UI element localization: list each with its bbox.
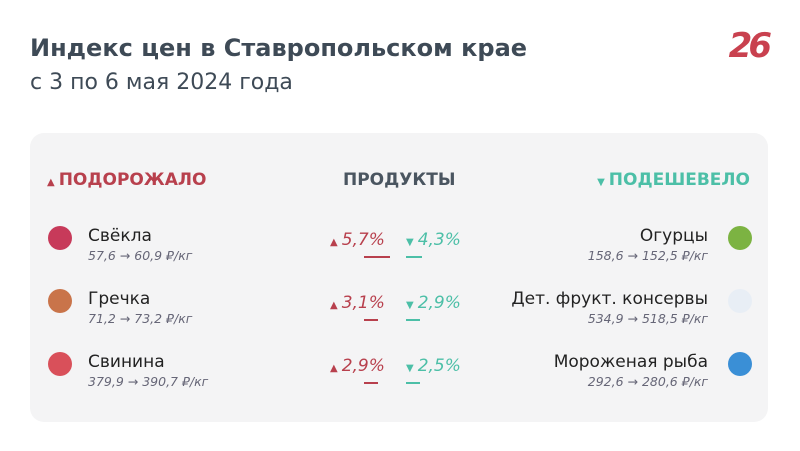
change-down: ▼ 2,5% bbox=[406, 356, 461, 376]
arrow: ▼ bbox=[406, 363, 414, 374]
change-down: ▼ 2,9% bbox=[406, 293, 461, 313]
header-up: ▲ ПОДОРОЖАЛО bbox=[47, 170, 207, 190]
panel bbox=[30, 133, 768, 422]
value: 2,5% bbox=[417, 356, 461, 376]
header-down: ▼ ПОДЕШЕВЕЛО bbox=[597, 170, 750, 190]
change-up: ▲ 5,7% bbox=[330, 230, 385, 250]
subtitle: с 3 по 6 мая 2024 года bbox=[30, 70, 293, 95]
arrow: ▲ bbox=[330, 237, 338, 248]
change-down: ▼ 4,3% bbox=[406, 230, 461, 250]
logo: 26 bbox=[728, 26, 772, 66]
underline bbox=[406, 319, 420, 321]
underline bbox=[364, 382, 378, 384]
underline bbox=[406, 382, 420, 384]
product-name: Огурцы bbox=[639, 226, 708, 246]
value: 2,9% bbox=[341, 356, 385, 376]
prices: 534,9 → 518,5 ₽/кг bbox=[587, 311, 708, 326]
product-name: Дет. фрукт. консервы bbox=[511, 289, 708, 309]
arrow: ▼ bbox=[406, 237, 414, 248]
header-products: ПРОДУКТЫ bbox=[343, 170, 456, 190]
value: 4,3% bbox=[417, 230, 461, 250]
icon bbox=[728, 352, 752, 376]
value: 3,1% bbox=[341, 293, 385, 313]
prices: 292,6 → 280,6 ₽/кг bbox=[587, 374, 708, 389]
product-name: Свинина bbox=[88, 352, 165, 372]
prices: 57,6 → 60,9 ₽/кг bbox=[88, 248, 193, 263]
value: 5,7% bbox=[341, 230, 385, 250]
change-up: ▲ 3,1% bbox=[330, 293, 385, 313]
icon bbox=[48, 289, 72, 313]
icon bbox=[48, 226, 72, 250]
product-name: Мороженая рыба bbox=[553, 352, 708, 372]
change-up: ▲ 2,9% bbox=[330, 356, 385, 376]
underline bbox=[406, 256, 422, 258]
arrow: ▲ bbox=[330, 363, 338, 374]
label: ПОДЕШЕВЕЛО bbox=[608, 170, 750, 190]
prices: 71,2 → 73,2 ₽/кг bbox=[88, 311, 193, 326]
product-name: Гречка bbox=[88, 289, 151, 309]
prices: 379,9 → 390,7 ₽/кг bbox=[88, 374, 209, 389]
icon bbox=[728, 289, 752, 313]
arrow: ▼ bbox=[406, 300, 414, 311]
product-name: Свёкла bbox=[88, 226, 152, 246]
icon bbox=[48, 352, 72, 376]
value: 2,9% bbox=[417, 293, 461, 313]
title: Индекс цен в Ставропольском крае bbox=[30, 34, 528, 62]
arrow: ▲ bbox=[330, 300, 338, 311]
underline bbox=[364, 319, 378, 321]
prices: 158,6 → 152,5 ₽/кг bbox=[587, 248, 708, 263]
underline bbox=[364, 256, 390, 258]
icon bbox=[728, 226, 752, 250]
label: ПОДОРОЖАЛО bbox=[58, 170, 207, 190]
